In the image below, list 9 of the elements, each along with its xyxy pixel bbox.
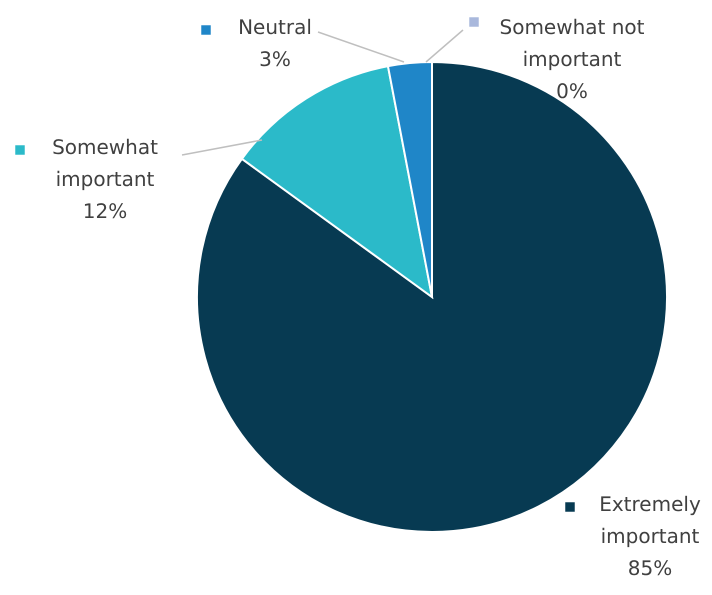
legend-label: Neutral: [238, 15, 312, 39]
legend-label: Somewhat not important: [500, 15, 645, 71]
data-label: 3%: [259, 47, 291, 71]
legend-label: Somewhat important: [52, 135, 158, 191]
data-label: 85%: [628, 556, 672, 580]
pie-slice: [240, 65, 433, 298]
legend-label: Extremely important: [599, 492, 701, 548]
data-label: 12%: [82, 199, 128, 223]
text: 0%: [556, 79, 588, 103]
